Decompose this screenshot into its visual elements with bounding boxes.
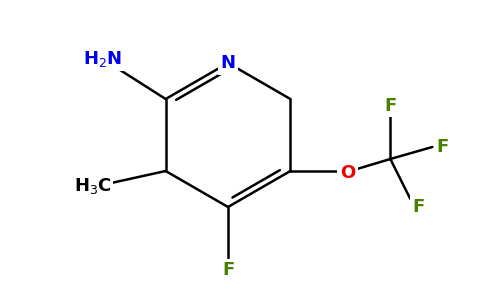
Text: N: N <box>221 54 236 72</box>
Text: F: F <box>384 97 396 115</box>
Text: O: O <box>340 164 355 182</box>
Text: F: F <box>222 261 234 279</box>
Text: F: F <box>436 138 449 156</box>
Text: H$_2$N: H$_2$N <box>83 49 122 69</box>
Text: F: F <box>412 198 424 216</box>
Text: H$_3$C: H$_3$C <box>74 176 111 196</box>
